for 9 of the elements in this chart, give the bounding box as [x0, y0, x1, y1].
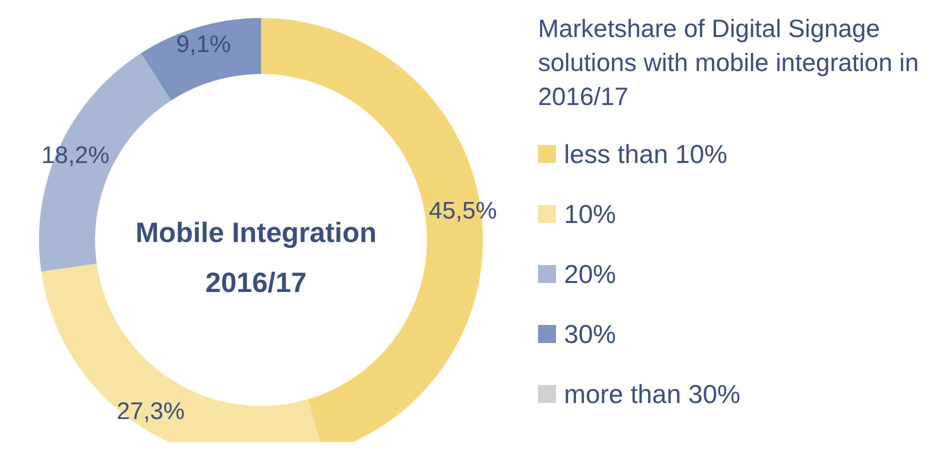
legend-label: 30%	[564, 318, 616, 350]
data-label: 9,1%	[176, 30, 231, 58]
legend-label: less than 10%	[564, 138, 728, 170]
data-label: 27,3%	[116, 398, 185, 426]
legend-label: 10%	[564, 198, 616, 230]
legend-title: Marketshare of Digital Signage solutions with mobile integration in 2016/17	[538, 14, 920, 113]
legend-label: more than 30%	[564, 378, 740, 410]
text: Mobile Integration 2016/17	[134, 216, 378, 300]
legend-label: 20%	[564, 258, 616, 290]
